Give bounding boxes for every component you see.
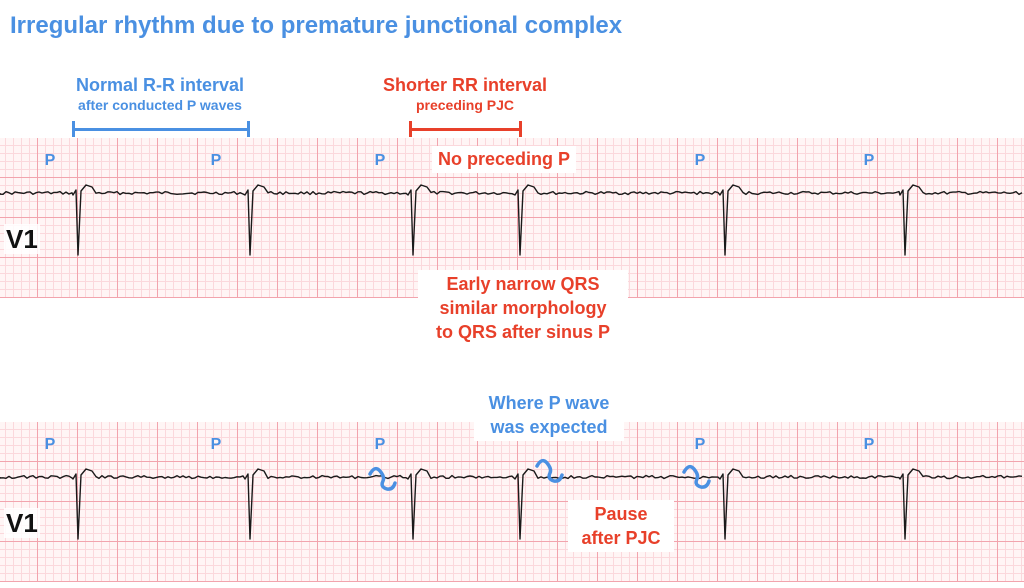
p-wave-label: P — [374, 436, 386, 453]
p-wave-label: P — [44, 152, 56, 169]
no-preceding-p-annotation: No preceding P — [432, 146, 577, 173]
early-qrs-annotation: Early narrow QRS similar morphology to Q… — [418, 270, 628, 346]
lead-label-v1: V1 — [4, 224, 40, 254]
ecg-trace-1 — [0, 184, 1023, 256]
shorter-rr-title: Shorter RR interval — [382, 75, 548, 95]
early-qrs-line-1: Early narrow QRS — [446, 274, 600, 294]
shorter-rr-annotation: Shorter RR interval preceding PJC — [360, 74, 570, 114]
lead-label-v1: V1 — [4, 508, 40, 538]
ecg-strip-2: P P P P P V1 Pause after PJC — [0, 422, 1024, 582]
p-wave-label: P — [863, 436, 875, 453]
shorter-rr-subtitle: preceding PJC — [415, 96, 515, 113]
ecg-trace-2 — [0, 468, 1023, 540]
early-qrs-line-3: to QRS after sinus P — [435, 322, 611, 342]
ecg-strip-1: P P P P P V1 No preceding P — [0, 138, 1024, 298]
page-title: Irregular rhythm due to premature juncti… — [10, 12, 623, 39]
pause-line-1: Pause — [594, 504, 648, 524]
p-wave-label: P — [694, 152, 706, 169]
where-p-line-1: Where P wave — [488, 393, 610, 413]
where-p-expected-annotation: Where P wave was expected — [474, 389, 624, 441]
no-preceding-p-text: No preceding P — [438, 149, 571, 169]
pause-line-2: after PJC — [581, 528, 661, 548]
p-wave-label: P — [374, 152, 386, 169]
p-wave-label: P — [210, 436, 222, 453]
p-wave-label: P — [44, 436, 56, 453]
p-wave-label: P — [694, 436, 706, 453]
early-qrs-line-2: similar morphology — [439, 298, 607, 318]
normal-rr-title: Normal R-R interval — [75, 75, 245, 95]
pause-annotation: Pause after PJC — [568, 500, 674, 552]
where-p-line-2: was expected — [490, 417, 608, 437]
shorter-rr-bracket — [409, 121, 522, 137]
p-wave-label: P — [863, 152, 875, 169]
p-wave-label: P — [210, 152, 222, 169]
normal-rr-bracket — [72, 121, 250, 137]
normal-rr-annotation: Normal R-R interval after conducted P wa… — [60, 74, 260, 114]
normal-rr-subtitle: after conducted P waves — [78, 96, 242, 113]
